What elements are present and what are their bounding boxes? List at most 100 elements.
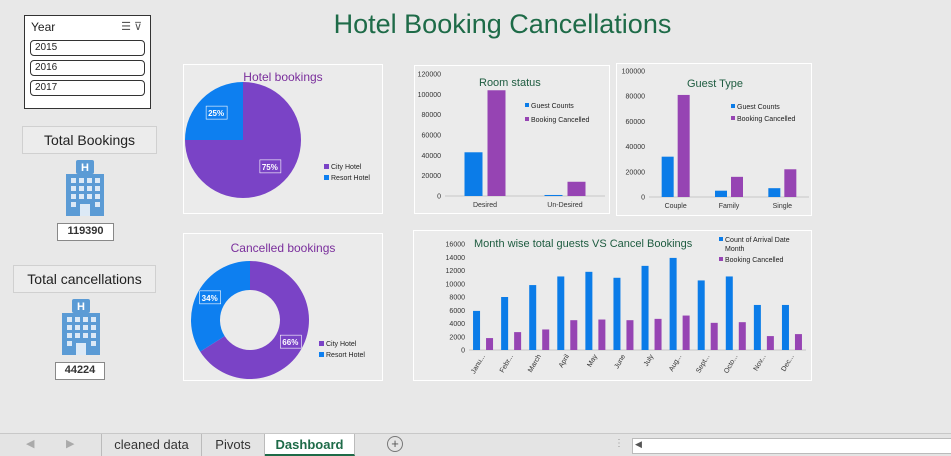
y-tick-label: 120000 [418,72,441,79]
total-cancellations-label: Total cancellations [13,265,156,293]
chart-title: Hotel bookings [243,70,322,84]
bar-series1 [669,257,677,350]
bar-series2 [784,169,797,197]
x-tick-label: July [643,353,656,368]
x-tick-label: June [614,353,628,370]
x-tick-label: Febr... [499,353,515,374]
bar-series2 [567,181,586,196]
data-label-box [199,290,221,305]
legend-label: Resort Hotel [326,352,365,359]
y-tick-label: 100000 [622,69,645,76]
bar-series2 [626,320,634,350]
cancelled-bookings-chart[interactable]: Cancelled bookings 66% 34% City Hotel Resort… [183,233,383,381]
x-tick-label: Family [719,203,740,210]
room-status-chart[interactable]: Room status 0 20000 40000 60000 80000 100000 12… [414,65,610,214]
more-options-icon[interactable]: ⋮ [614,438,624,449]
next-sheet-icon[interactable]: ▶ [66,438,75,450]
slicer-item-2015[interactable]: 2015 [30,40,145,56]
x-tick-label: April [558,353,571,369]
bar-series2 [766,336,774,350]
legend-swatch [731,104,735,108]
bar-series2 [731,176,743,197]
legend-label: Booking Cancelled [725,257,783,264]
total-bookings-value: 119390 [57,223,114,241]
data-label: 34% [202,294,218,303]
slicer-item-2017[interactable]: 2017 [30,80,145,96]
bar-series1 [661,156,674,197]
bar-series1 [753,304,761,350]
legend-swatch [319,352,324,357]
total-bookings-label: Total Bookings [22,126,157,154]
bar-series2 [677,94,690,197]
tab-dashboard[interactable]: Dashboard [265,434,355,456]
data-label-box [205,105,228,120]
multi-select-icon[interactable]: ☰ [121,21,134,33]
data-label: 75% [262,163,278,172]
bar-series1 [557,276,565,350]
month-wise-chart[interactable]: Month wise total guests VS Cancel Bookin… [413,230,812,381]
y-tick-label: 4000 [449,321,465,328]
y-tick-label: 8000 [449,295,465,302]
legend-label: City Hotel [326,341,357,348]
y-tick-label: 16000 [446,242,466,249]
x-tick-label: Sept... [695,353,711,374]
hotel-bookings-plot: Hotel bookings 75% 25% City Hotel Resort Hot… [185,70,370,198]
x-tick-label: Janu... [470,353,487,375]
y-tick-label: 40000 [626,144,646,151]
tab-pivots[interactable]: Pivots [202,434,265,456]
prev-sheet-icon[interactable]: ◀ [26,438,35,450]
svg-text:H: H [81,162,89,174]
bar-series1 [501,297,509,350]
y-tick-label: 40000 [422,153,442,160]
donut-slice-resort-hotel [191,261,250,352]
legend-swatch [719,257,723,261]
x-tick-label: Aug... [668,353,683,372]
y-tick-label: 80000 [422,112,442,119]
hotel-building-icon: H [62,299,100,355]
cancelled-bookings-plot: Cancelled bookings 66% 34% City Hotel Resort… [191,241,365,379]
legend-label: Booking Cancelled [737,116,795,123]
data-label-box [280,334,302,349]
y-tick-label: 6000 [449,308,465,315]
y-tick-label: 60000 [626,119,646,126]
tab-cleaned-data[interactable]: cleaned data [101,434,202,456]
hotel-bookings-chart[interactable]: Hotel bookings 75% 25% City Hotel Resort Hot… [183,64,383,214]
bar-series1 [464,152,483,196]
legend-label: Resort Hotel [331,175,370,182]
bar-series2 [682,315,690,350]
x-tick-label: Couple [665,203,687,210]
guest-type-chart[interactable]: Guest Type 0 20000 40000 60000 80000 100000 Cou… [616,63,812,216]
bar-series1 [613,277,621,350]
scroll-left-icon[interactable]: ◀ [635,439,642,449]
legend-label: Booking Cancelled [531,117,589,124]
y-tick-label: 100000 [418,92,441,99]
x-tick-label: Un-Desired [547,202,583,209]
slicer-toolbar: ☰⊽ [121,20,145,33]
y-tick-label: 80000 [626,94,646,101]
legend-swatch [525,103,529,107]
legend-swatch [731,116,735,120]
x-tick-label: Nov... [753,353,768,372]
chart-title: Guest Type [687,78,743,90]
y-tick-label: 12000 [446,268,466,275]
y-tick-label: 0 [437,194,441,201]
bar-series2 [738,322,746,350]
y-tick-label: 2000 [449,334,465,341]
add-sheet-icon[interactable]: + [387,436,403,452]
bar-series2 [486,338,494,350]
room-status-plot: Room status 0 20000 40000 60000 80000 100000 12… [418,72,605,209]
bar-series2 [570,320,578,350]
y-tick-label: 14000 [446,255,466,262]
y-tick-label: 0 [641,195,645,202]
legend-swatch [324,164,329,169]
bar-series1 [529,285,537,350]
x-tick-label: Single [773,203,793,210]
total-cancellations-value: 44224 [55,362,105,380]
legend-label: City Hotel [331,164,362,171]
slicer-item-2016[interactable]: 2016 [30,60,145,76]
chart-title: Month wise total guests VS Cancel Bookin… [474,238,693,250]
clear-filter-icon[interactable]: ⊽ [133,21,145,33]
bar-series1 [473,310,481,350]
horizontal-scrollbar[interactable]: ◀ [632,438,951,454]
legend-swatch [324,175,329,180]
